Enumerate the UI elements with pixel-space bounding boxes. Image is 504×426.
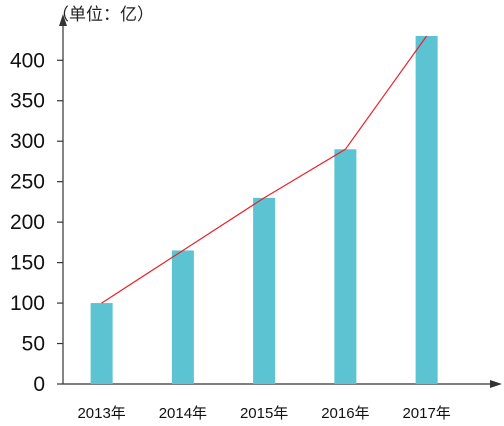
x-tick-label: 2013年 xyxy=(77,405,125,422)
x-axis-arrow xyxy=(490,380,502,388)
y-axis-arrow xyxy=(59,14,67,26)
bar xyxy=(415,36,438,384)
y-tick-label: 50 xyxy=(22,333,45,356)
tick-labels-group: 0 50 100 150 200 250 300 350 400 2013年 2014年 2015年 2… xyxy=(10,49,451,422)
bar xyxy=(90,303,113,384)
y-tick-label: 100 xyxy=(10,292,45,315)
unit-label: （单位：亿） xyxy=(52,5,154,25)
y-tick-label: 200 xyxy=(10,211,45,234)
y-tick-label: 300 xyxy=(10,130,45,153)
bar xyxy=(171,250,194,384)
y-tick-label: 0 xyxy=(33,373,45,396)
trend-line xyxy=(101,35,428,304)
trend-line-group xyxy=(101,35,428,304)
bar xyxy=(253,197,276,384)
y-tick-label: 150 xyxy=(10,252,45,275)
y-tick-label: 250 xyxy=(10,171,45,194)
x-tick-label: 2017年 xyxy=(402,405,450,422)
x-tick-label: 2014年 xyxy=(159,405,207,422)
bar xyxy=(334,149,357,384)
x-tick-label: 2015年 xyxy=(240,405,288,422)
y-tick-label: 350 xyxy=(10,90,45,113)
axes xyxy=(57,14,502,388)
x-tick-label: 2016年 xyxy=(321,405,369,422)
bars-group xyxy=(90,36,438,384)
y-tick-label: 400 xyxy=(10,49,45,72)
